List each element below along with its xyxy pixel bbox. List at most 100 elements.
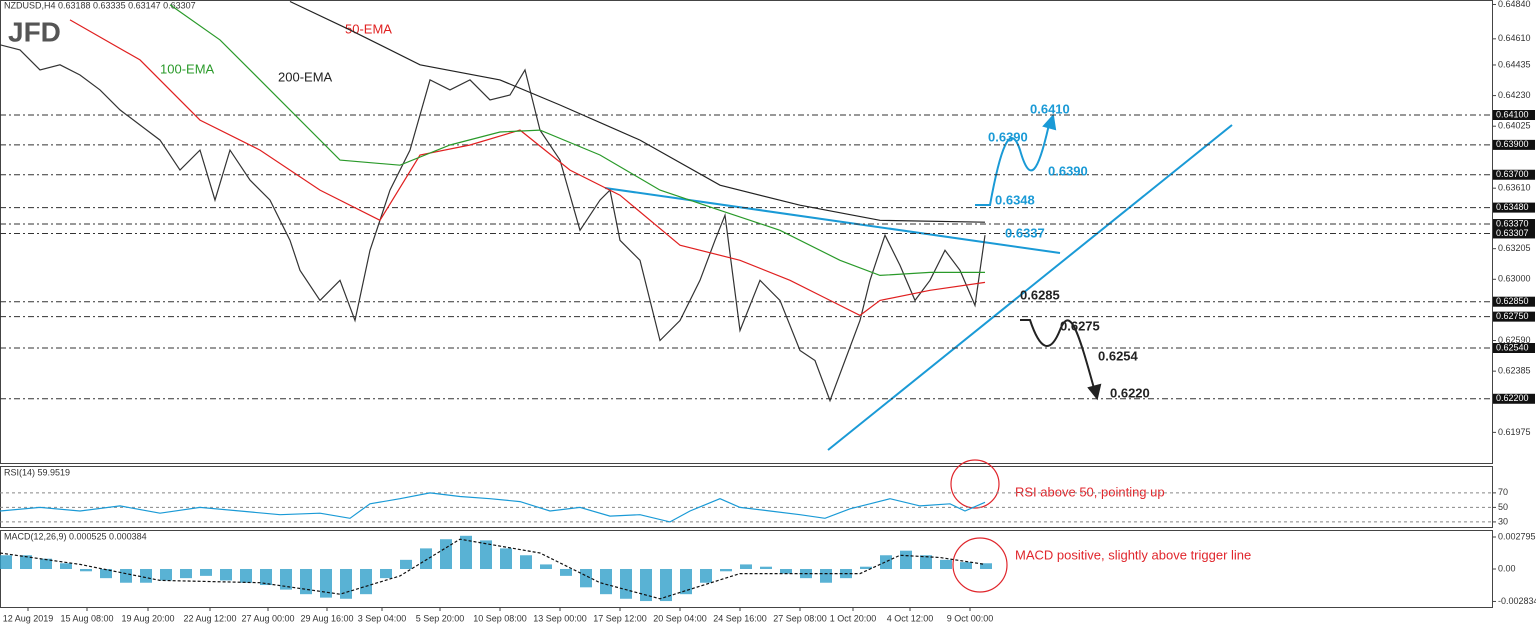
level-box xyxy=(1493,393,1535,404)
level-label: 0.63700 xyxy=(1496,169,1529,179)
level-label: 0.62850 xyxy=(1496,296,1529,306)
macd-bar xyxy=(520,555,532,569)
x-tick-label: 3 Sep 04:00 xyxy=(358,613,407,623)
macd-note: MACD positive, slightly above trigger li… xyxy=(1015,547,1251,562)
macd-bar xyxy=(260,568,272,586)
x-tick-label: 4 Oct 12:00 xyxy=(887,613,934,623)
x-tick-label: 19 Aug 20:00 xyxy=(121,613,174,623)
level-label: 0.62750 xyxy=(1496,311,1529,321)
macd-bar xyxy=(720,568,732,572)
level-annotation: 0.6220 xyxy=(1110,385,1150,400)
macd-bar xyxy=(620,568,632,599)
x-tick-label: 15 Aug 08:00 xyxy=(60,613,113,623)
level-label: 0.63480 xyxy=(1496,202,1529,212)
price-panel xyxy=(0,0,1493,464)
bull-path xyxy=(975,119,1051,206)
level-box xyxy=(1493,296,1535,307)
y-tick-label: 0.61975 xyxy=(1498,427,1531,437)
logo: JFD xyxy=(8,16,61,47)
macd-bar xyxy=(940,559,952,569)
y-tick-label: 0.002795 xyxy=(1498,531,1536,541)
x-tick-label: 12 Aug 2019 xyxy=(3,613,54,623)
macd-bar xyxy=(380,568,392,579)
level-annotation: 0.6348 xyxy=(995,192,1035,207)
macd-bar xyxy=(140,568,152,583)
x-tick-label: 24 Sep 16:00 xyxy=(713,613,767,623)
macd-bar xyxy=(20,555,32,569)
price-title: NZDUSD,H4 0.63188 0.63335 0.63147 0.6330… xyxy=(4,0,196,10)
series-label: 100-EMA xyxy=(160,61,215,76)
macd-bar xyxy=(280,568,292,590)
macd-bar xyxy=(820,568,832,583)
level-label: 0.64100 xyxy=(1496,109,1529,119)
x-tick-label: 9 Oct 00:00 xyxy=(947,613,994,623)
level-box xyxy=(1493,169,1535,180)
macd-bar xyxy=(200,568,212,576)
level-box xyxy=(1493,311,1535,322)
macd-bar xyxy=(580,568,592,588)
x-tick-label: 22 Aug 12:00 xyxy=(183,613,236,623)
level-annotation: 0.6410 xyxy=(1030,101,1070,116)
level-box xyxy=(1493,202,1535,213)
macd-bar xyxy=(540,564,552,569)
x-tick-label: 5 Sep 20:00 xyxy=(416,613,465,623)
y-tick-label: 50 xyxy=(1498,502,1508,512)
macd-bar xyxy=(700,568,712,583)
level-label: 0.63307 xyxy=(1496,228,1529,238)
rsi-panel xyxy=(0,466,1493,528)
y-tick-label: 0.00 xyxy=(1498,563,1516,573)
macd-bar xyxy=(80,568,92,572)
x-tick-label: 17 Sep 12:00 xyxy=(593,613,647,623)
x-tick-label: 1 Oct 20:00 xyxy=(830,613,877,623)
lower-trendline xyxy=(827,124,1233,451)
macd-bar xyxy=(340,568,352,599)
macd-bar xyxy=(920,555,932,569)
macd-bar xyxy=(640,568,652,602)
macd-bar xyxy=(100,568,112,579)
level-annotation: 0.6275 xyxy=(1060,318,1100,333)
level-label: 0.62200 xyxy=(1496,393,1529,403)
macd-bar xyxy=(360,568,372,595)
macd-bar xyxy=(740,564,752,569)
y-tick-label: 0.64025 xyxy=(1498,121,1531,131)
macd-circle xyxy=(952,537,1008,593)
macd-bar xyxy=(40,558,52,569)
macd-bar xyxy=(660,568,672,602)
x-tick-label: 13 Sep 00:00 xyxy=(533,613,587,623)
y-tick-label: 0.64435 xyxy=(1498,59,1531,69)
bull-arrowhead xyxy=(1042,113,1057,131)
y-tick-label: 0.64840 xyxy=(1498,0,1531,9)
ema-line xyxy=(289,0,986,223)
x-tick-label: 20 Sep 04:00 xyxy=(653,613,707,623)
y-tick-label: 0.63000 xyxy=(1498,274,1531,284)
series-label: 50-EMA xyxy=(345,21,392,36)
macd-bar xyxy=(400,559,412,569)
y-tick-label: 0.62590 xyxy=(1498,335,1531,345)
price-line xyxy=(0,44,986,403)
x-tick-label: 27 Aug 00:00 xyxy=(241,613,294,623)
level-box xyxy=(1493,110,1535,121)
signal-line xyxy=(0,538,986,600)
level-annotation: 0.6337 xyxy=(1005,225,1045,240)
rsi-circle xyxy=(950,459,1000,509)
macd-bar xyxy=(500,548,512,569)
level-annotation: 0.6285 xyxy=(1020,287,1060,302)
bear-arrowhead xyxy=(1087,383,1102,401)
level-annotation: 0.6390 xyxy=(988,129,1028,144)
macd-bar xyxy=(60,563,72,569)
y-tick-label: 0.63205 xyxy=(1498,243,1531,253)
macd-bar xyxy=(300,568,312,595)
level-label: 0.62540 xyxy=(1496,342,1529,352)
y-tick-label: 0.64610 xyxy=(1498,33,1531,43)
macd-bar xyxy=(320,568,332,598)
series-label: 200-EMA xyxy=(278,69,333,84)
level-label: 0.63370 xyxy=(1496,218,1529,228)
macd-bar xyxy=(440,539,452,569)
macd-bar xyxy=(680,568,692,595)
level-box xyxy=(1493,228,1535,239)
macd-bar xyxy=(180,568,192,579)
macd-bar xyxy=(780,568,792,574)
macd-bar xyxy=(420,548,432,569)
macd-bar xyxy=(760,566,772,569)
